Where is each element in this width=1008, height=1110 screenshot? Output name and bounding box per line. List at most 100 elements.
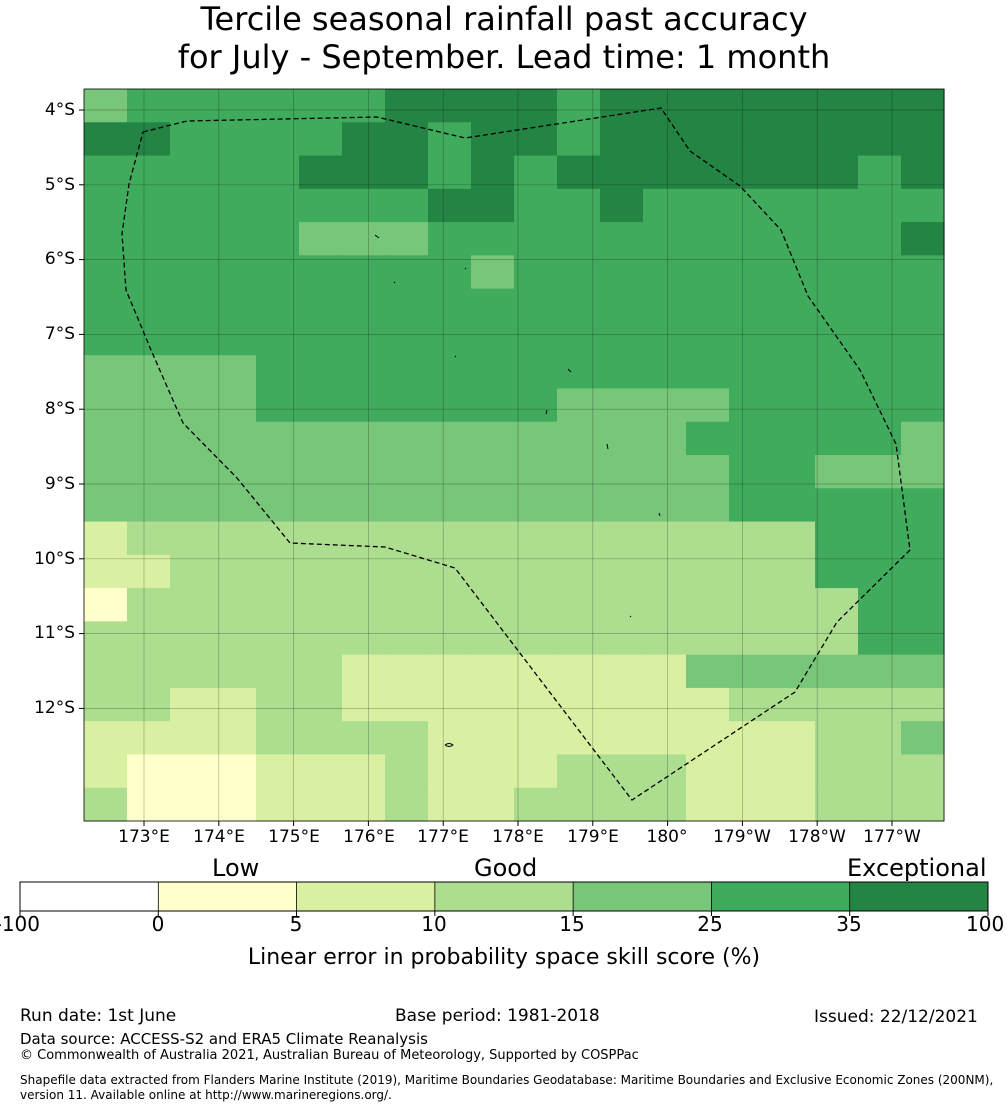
grid-cell — [858, 155, 902, 190]
grid-cell — [84, 89, 128, 123]
grid-cell — [514, 321, 558, 356]
grid-cell — [84, 621, 128, 656]
map-frame — [83, 88, 945, 822]
grid-cell — [514, 721, 558, 756]
grid-cell — [84, 488, 128, 523]
grid-cell — [471, 188, 515, 223]
grid-cell — [729, 388, 773, 423]
grid-cell — [600, 222, 644, 256]
grid-cell — [514, 388, 558, 423]
colorbar-swatch — [434, 882, 574, 911]
grid-cell — [428, 721, 472, 756]
grid-cell — [772, 421, 816, 456]
grid-cell — [127, 89, 171, 123]
grid-cell — [170, 521, 214, 556]
grid-cell — [471, 721, 515, 756]
grid-cell — [428, 554, 472, 589]
grid-cell — [514, 122, 558, 157]
grid-cell — [514, 188, 558, 223]
grid-cell — [471, 222, 515, 256]
grid-cell — [471, 787, 515, 822]
grid-cell — [772, 355, 816, 390]
grid-cell — [428, 488, 472, 523]
grid-cell — [600, 588, 644, 622]
grid-cell — [170, 355, 214, 390]
grid-cell — [385, 754, 429, 789]
grid-cell — [170, 89, 214, 123]
grid-cell — [643, 321, 687, 356]
grid-cell — [256, 787, 300, 822]
grid-cell — [729, 255, 773, 290]
grid-cell — [858, 288, 902, 323]
issued-date: Issued: 22/12/2021 — [814, 1007, 978, 1027]
grid-cell — [170, 754, 214, 789]
grid-cell — [858, 721, 902, 756]
grid-cell — [342, 521, 386, 556]
grid-cell — [686, 321, 730, 356]
grid-cell — [686, 455, 730, 489]
grid-cell — [256, 89, 300, 123]
grid-cell — [299, 455, 343, 489]
grid-cell — [127, 654, 171, 689]
grid-cell — [901, 554, 945, 589]
grid-cell — [600, 355, 644, 390]
grid-cell — [84, 122, 128, 157]
grid-cell — [815, 421, 859, 456]
grid-cell — [772, 455, 816, 489]
grid-cell — [686, 222, 730, 256]
grid-cell — [772, 488, 816, 523]
grid-cell — [557, 388, 601, 423]
grid-cell — [428, 255, 472, 290]
grid-cell — [170, 122, 214, 157]
grid-cell — [170, 654, 214, 689]
grid-cell — [600, 255, 644, 290]
grid-cell — [385, 255, 429, 290]
grid-cell — [729, 355, 773, 390]
grid-cell — [342, 721, 386, 756]
grid-cell — [428, 455, 472, 489]
grid-cell — [858, 388, 902, 423]
grid-cell — [84, 554, 128, 589]
lon-label-175e: 175°E — [268, 827, 320, 847]
island-8 — [658, 512, 661, 517]
grid-cell — [299, 554, 343, 589]
grid-cell — [772, 521, 816, 556]
grid-cell — [428, 355, 472, 390]
grid-cell — [815, 188, 859, 223]
grid-cell — [385, 521, 429, 556]
grid-cell — [299, 588, 343, 622]
grid-cell — [256, 388, 300, 423]
lat-label-11s: 11°S — [34, 623, 75, 643]
grid-cell — [729, 654, 773, 689]
lat-label-4s: 4°S — [44, 100, 75, 120]
lat-label-6s: 6°S — [44, 249, 75, 269]
colorbar — [19, 881, 989, 916]
grid-cell — [514, 288, 558, 323]
grid-cell — [643, 288, 687, 323]
grid-cell — [428, 621, 472, 656]
grid-cell — [901, 588, 945, 622]
grid-cell — [299, 155, 343, 190]
grid-cell — [471, 754, 515, 789]
grid-cell — [729, 222, 773, 256]
grid-cell — [600, 621, 644, 656]
grid-cell — [557, 488, 601, 523]
island-3 — [464, 267, 467, 270]
grid-cell — [84, 155, 128, 190]
grid-cell — [256, 721, 300, 756]
lat-label-8s: 8°S — [44, 399, 75, 419]
island-10 — [444, 743, 454, 747]
grid-cell — [256, 455, 300, 489]
colorbar-tick-35: 35 — [836, 912, 862, 936]
grid-cell — [170, 155, 214, 190]
grid-cell — [299, 321, 343, 356]
grid-cell — [643, 721, 687, 756]
islands — [374, 234, 661, 747]
grid-cell — [84, 288, 128, 323]
grid-cell — [342, 355, 386, 390]
grid-cell — [428, 222, 472, 256]
grid-cell — [299, 388, 343, 423]
grid-cell — [600, 421, 644, 456]
grid-cell — [428, 388, 472, 423]
lat-label-9s: 9°S — [44, 474, 75, 494]
